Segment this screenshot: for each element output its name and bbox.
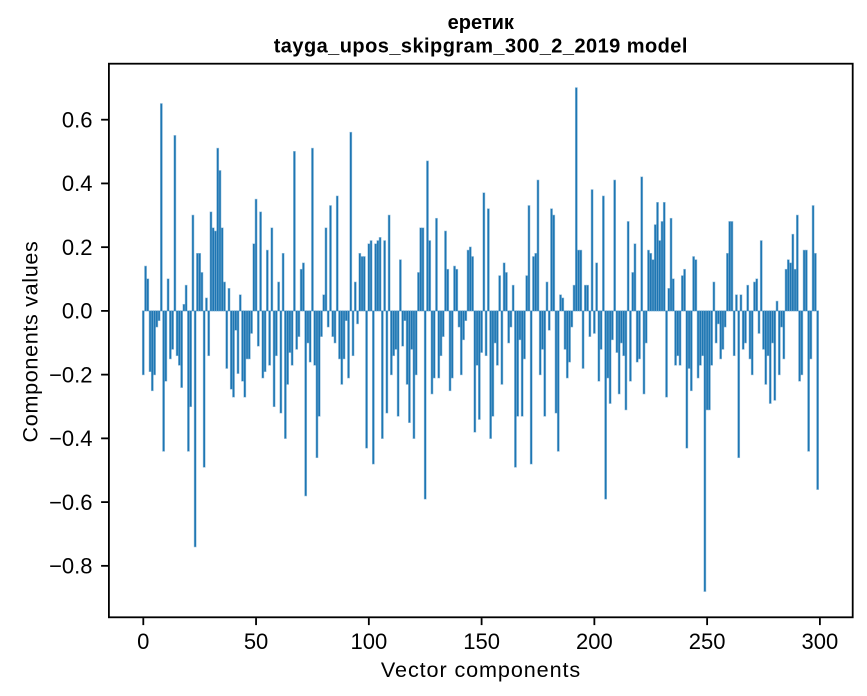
svg-text:100: 100	[350, 629, 387, 654]
svg-text:200: 200	[576, 629, 613, 654]
svg-text:−0.4: −0.4	[49, 426, 92, 451]
svg-text:150: 150	[463, 629, 500, 654]
svg-text:0.0: 0.0	[62, 299, 93, 324]
svg-text:−0.6: −0.6	[49, 490, 92, 515]
svg-text:0.6: 0.6	[62, 108, 93, 133]
svg-text:Vector components: Vector components	[381, 657, 581, 682]
svg-text:0: 0	[137, 629, 149, 654]
svg-text:еретик: еретик	[448, 12, 515, 34]
svg-text:0.4: 0.4	[62, 171, 93, 196]
svg-text:−0.2: −0.2	[49, 362, 92, 387]
svg-text:tayga_upos_skipgram_300_2_2019: tayga_upos_skipgram_300_2_2019 model	[274, 35, 688, 57]
svg-text:300: 300	[802, 629, 839, 654]
svg-text:−0.8: −0.8	[49, 554, 92, 579]
svg-text:50: 50	[244, 629, 268, 654]
svg-text:Components values: Components values	[18, 241, 43, 443]
svg-text:250: 250	[689, 629, 726, 654]
svg-text:0.2: 0.2	[62, 235, 93, 260]
